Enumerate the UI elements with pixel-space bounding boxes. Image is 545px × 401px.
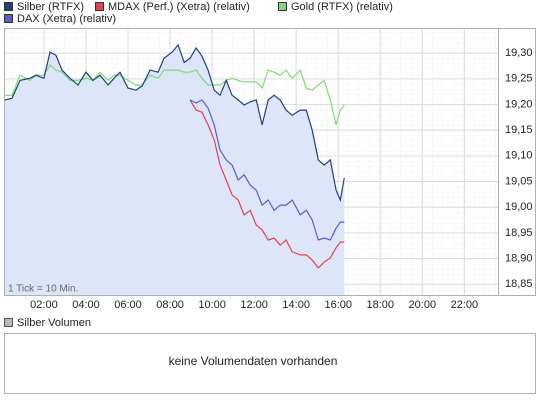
x-tick-label: 22:00 [451, 299, 479, 311]
x-tick-label: 02:00 [30, 299, 58, 311]
x-tick-label: 16:00 [324, 299, 352, 311]
series-line [189, 99, 345, 241]
volume-legend: Silber Volumen [17, 317, 91, 329]
legend: Silber (RTFX) MDAX (Perf.) (Xetra) (relat… [4, 1, 393, 25]
y-tick-label: 19,00 [505, 201, 533, 213]
y-tick-label: 19,10 [505, 150, 533, 162]
series-line [189, 99, 345, 269]
legend-label: Silber (RTFX) [17, 1, 84, 13]
y-tick-label: 18,90 [505, 252, 533, 264]
series-area [4, 44, 345, 297]
y-tick-label: 19,25 [505, 73, 533, 85]
tick-note: 1 Tick = 10 Min. [8, 284, 78, 295]
volume-message: keine Volumendaten vorhanden [169, 354, 338, 368]
legend-swatch [4, 14, 13, 23]
x-tick-label: 04:00 [72, 299, 100, 311]
x-tick-label: 10:00 [198, 299, 226, 311]
legend-label: MDAX (Perf.) (Xetra) (relativ) [108, 1, 250, 13]
legend-label: Gold (RTFX) (relativ) [291, 1, 393, 13]
y-tick-label: 18,95 [505, 227, 533, 239]
x-tick-label: 20:00 [409, 299, 437, 311]
plot-frame [4, 28, 536, 296]
y-tick-label: 19,05 [505, 175, 533, 187]
x-tick-label: 18:00 [367, 299, 395, 311]
y-tick-label: 19,30 [505, 47, 533, 59]
x-tick-label: 14:00 [282, 299, 310, 311]
volume-legend-swatch [4, 318, 13, 327]
volume-frame [4, 333, 536, 394]
x-tick-label: 06:00 [114, 299, 142, 311]
y-tick-label: 18,85 [505, 278, 533, 290]
legend-label: DAX (Xetra) (relativ) [17, 13, 116, 25]
x-tick-label: 08:00 [156, 299, 184, 311]
legend-swatch [4, 2, 13, 11]
legend-swatch [278, 2, 287, 11]
x-tick-label: 12:00 [240, 299, 268, 311]
series-line [4, 43, 345, 203]
legend-swatch [95, 2, 104, 11]
y-tick-label: 19,20 [505, 98, 533, 110]
y-tick-label: 19,15 [505, 124, 533, 136]
axis-labels: 18,85 18,90 18,95 19,00 19,05 19,10 19,15 19,20… [30, 47, 532, 311]
marks [4, 43, 345, 297]
series-line [4, 64, 345, 126]
